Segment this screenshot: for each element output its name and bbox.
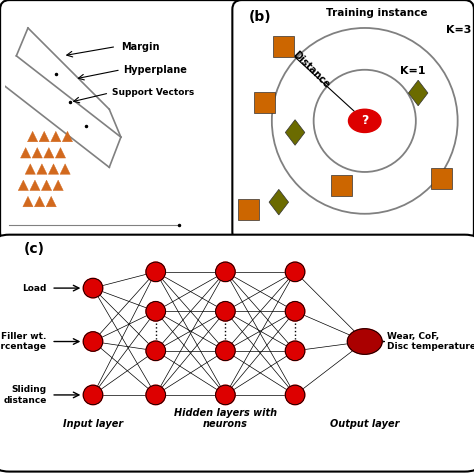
Polygon shape bbox=[44, 147, 54, 158]
FancyBboxPatch shape bbox=[232, 0, 474, 242]
Polygon shape bbox=[60, 164, 70, 174]
Polygon shape bbox=[331, 175, 352, 196]
Polygon shape bbox=[255, 92, 275, 113]
Polygon shape bbox=[25, 164, 36, 174]
Text: K=1: K=1 bbox=[400, 66, 425, 76]
Polygon shape bbox=[39, 131, 49, 142]
Polygon shape bbox=[20, 147, 31, 158]
Polygon shape bbox=[35, 196, 45, 207]
Polygon shape bbox=[23, 196, 33, 207]
Ellipse shape bbox=[347, 329, 382, 354]
Text: (b): (b) bbox=[249, 10, 272, 24]
Polygon shape bbox=[238, 199, 259, 219]
Text: Output layer: Output layer bbox=[330, 419, 400, 429]
Circle shape bbox=[216, 385, 235, 405]
Text: Load: Load bbox=[22, 283, 46, 292]
Text: Margin: Margin bbox=[121, 42, 159, 52]
Circle shape bbox=[83, 278, 103, 298]
Text: Wear, CoF,
Disc temperature: Wear, CoF, Disc temperature bbox=[387, 332, 474, 351]
Text: Hyperplane: Hyperplane bbox=[123, 65, 187, 75]
Circle shape bbox=[216, 301, 235, 321]
FancyBboxPatch shape bbox=[0, 0, 242, 242]
Polygon shape bbox=[55, 147, 65, 158]
Polygon shape bbox=[53, 180, 63, 191]
Text: (c): (c) bbox=[23, 242, 45, 256]
Circle shape bbox=[216, 262, 235, 282]
Circle shape bbox=[83, 332, 103, 351]
Polygon shape bbox=[285, 120, 305, 145]
Polygon shape bbox=[63, 131, 73, 142]
Circle shape bbox=[216, 341, 235, 361]
Polygon shape bbox=[409, 80, 428, 106]
Circle shape bbox=[285, 262, 305, 282]
Text: Filler wt.
percentage: Filler wt. percentage bbox=[0, 332, 46, 351]
Text: Sliding
distance: Sliding distance bbox=[3, 385, 46, 405]
Text: K=3: K=3 bbox=[446, 25, 472, 35]
Polygon shape bbox=[46, 196, 56, 207]
Polygon shape bbox=[273, 36, 294, 57]
Text: Input layer: Input layer bbox=[63, 419, 123, 429]
Circle shape bbox=[285, 301, 305, 321]
Text: ?: ? bbox=[361, 114, 368, 128]
Text: Training instance: Training instance bbox=[326, 9, 427, 18]
Polygon shape bbox=[48, 164, 59, 174]
Polygon shape bbox=[431, 168, 452, 190]
Circle shape bbox=[285, 385, 305, 405]
Circle shape bbox=[146, 341, 165, 361]
Polygon shape bbox=[18, 180, 28, 191]
Circle shape bbox=[83, 385, 103, 405]
Circle shape bbox=[285, 341, 305, 361]
Polygon shape bbox=[27, 131, 38, 142]
FancyBboxPatch shape bbox=[0, 235, 474, 472]
Polygon shape bbox=[269, 190, 289, 215]
Polygon shape bbox=[37, 164, 47, 174]
Text: Distance: Distance bbox=[291, 49, 332, 90]
Ellipse shape bbox=[348, 109, 381, 133]
Circle shape bbox=[146, 385, 165, 405]
Polygon shape bbox=[32, 147, 42, 158]
Text: Support Vectors: Support Vectors bbox=[111, 89, 194, 98]
Polygon shape bbox=[30, 180, 40, 191]
Circle shape bbox=[146, 262, 165, 282]
Polygon shape bbox=[51, 131, 61, 142]
Polygon shape bbox=[41, 180, 52, 191]
Circle shape bbox=[146, 301, 165, 321]
Text: Hidden layers with
neurons: Hidden layers with neurons bbox=[174, 408, 277, 429]
